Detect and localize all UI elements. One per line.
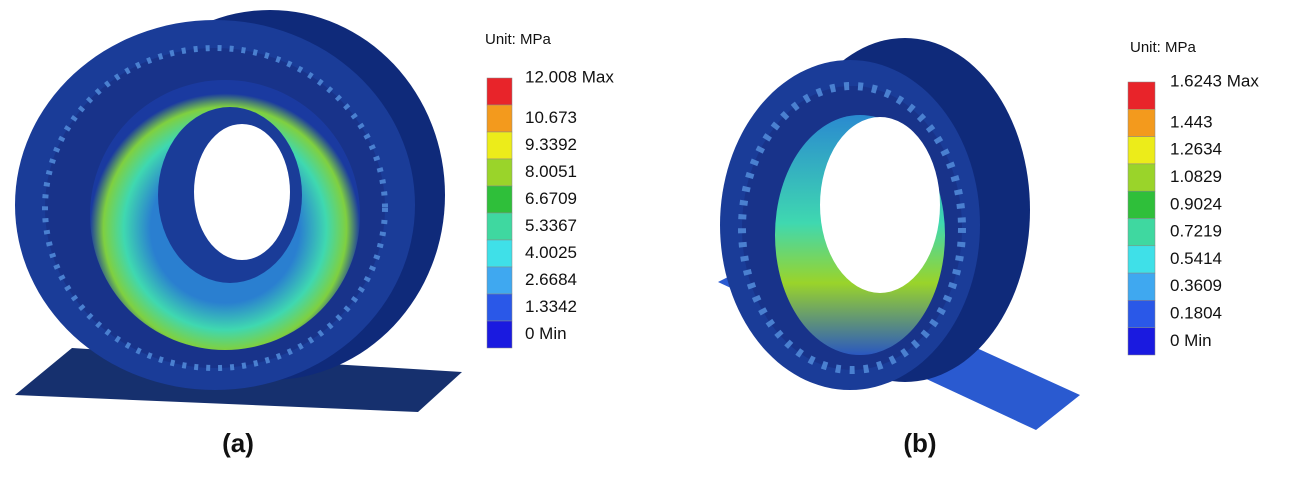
caption: (b) [903, 428, 936, 458]
legend-swatch [1127, 272, 1156, 301]
legend-swatch [1127, 327, 1156, 356]
legend-label: 0 Min [525, 324, 567, 343]
legend-swatch [1127, 109, 1156, 137]
unit-label: Unit: MPa [485, 31, 552, 48]
legend-swatch [1127, 300, 1156, 328]
legend-label: 1.6243 Max [1170, 71, 1259, 90]
legend-label: 0.5414 [1170, 249, 1222, 268]
legend-label: 10.673 [525, 108, 577, 127]
legend-swatch [486, 320, 513, 349]
legend-swatch [486, 131, 513, 160]
legend-swatch [1127, 81, 1156, 110]
legend-label: 0.3609 [1170, 276, 1222, 295]
tire-a [15, 10, 462, 412]
legend-label: 5.3367 [525, 216, 577, 235]
legend-label: 1.0829 [1170, 167, 1222, 186]
legend-swatch [486, 185, 513, 214]
legend-swatch [486, 104, 513, 133]
legend-swatch [1127, 218, 1156, 247]
legend-label: 0 Min [1170, 331, 1212, 350]
legend-swatch [1127, 245, 1156, 274]
unit-label: Unit: MPa [1130, 39, 1197, 56]
legend-swatch [1127, 190, 1156, 219]
caption: (a) [222, 428, 254, 458]
legend-swatch [486, 158, 513, 187]
legend-label: 4.0025 [525, 243, 577, 262]
legend-label: 1.2634 [1170, 140, 1222, 159]
legend-label: 0.7219 [1170, 222, 1222, 241]
legend-label: 1.3342 [525, 297, 577, 316]
legend-label: 1.443 [1170, 112, 1213, 131]
hole [820, 117, 940, 293]
legend-label: 12.008 Max [525, 67, 614, 86]
legend-label: 9.3392 [525, 135, 577, 154]
legend-swatch [486, 77, 513, 106]
legend-label: 8.0051 [525, 162, 577, 181]
legend-label: 2.6684 [525, 270, 577, 289]
legend-swatch [1127, 136, 1156, 165]
legend-label: 0.9024 [1170, 194, 1222, 213]
legend-swatch [486, 212, 513, 241]
legend-label: 6.6709 [525, 189, 577, 208]
hole [194, 124, 290, 260]
legend-swatch [486, 293, 513, 322]
legend-swatch [486, 239, 513, 268]
legend-label: 0.1804 [1170, 304, 1222, 323]
legend-swatch [1127, 163, 1156, 192]
legend-swatch [486, 266, 513, 295]
tire-b [718, 38, 1080, 430]
